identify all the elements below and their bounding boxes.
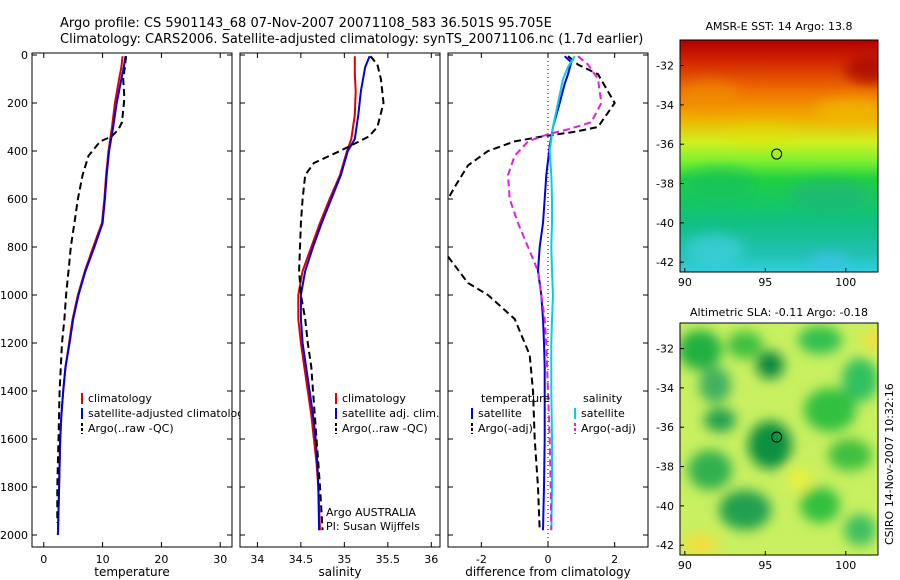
- series-line-temperature-argo-adj-deep: [447, 255, 541, 531]
- x-axis-label: salinity: [318, 565, 361, 579]
- sst-map-texture: [680, 56, 878, 268]
- map-y-tick-label: -34: [656, 382, 674, 395]
- x-tick-label: 10: [96, 553, 110, 566]
- legend-label: Argo(..raw -QC): [88, 422, 174, 435]
- annotation-text: PI: Susan Wijffels: [326, 520, 420, 533]
- map-y-tick-label: -34: [656, 99, 674, 112]
- map-x-tick-label: 90: [678, 276, 692, 289]
- sst-map-title: AMSR-E SST: 14 Argo: 13.8: [705, 20, 852, 33]
- x-axis-label: temperature: [94, 565, 169, 579]
- legend-label: Argo(-adj): [581, 422, 636, 435]
- x-axis-label: difference from climatology: [465, 565, 631, 579]
- legend-label: climatology: [342, 392, 406, 405]
- map-x-tick-label: 95: [758, 559, 772, 572]
- x-tick-label: 34: [250, 553, 264, 566]
- y-tick-label: 1000: [0, 289, 28, 302]
- series-line-salinity-satellite: [548, 55, 576, 531]
- y-tick-label: 2000: [0, 529, 28, 542]
- map-x-tick-label: 100: [835, 559, 856, 572]
- y-tick-label: 1800: [0, 481, 28, 494]
- map-y-tick-label: -36: [656, 138, 674, 151]
- legend-label: temperature: [481, 392, 550, 405]
- map-y-tick-label: -38: [656, 461, 674, 474]
- x-tick-label: 35: [337, 553, 351, 566]
- plot-area: [31, 52, 233, 548]
- sla-map-title: Altimetric SLA: -0.11 Argo: -0.18: [690, 306, 868, 319]
- series-line-salinity-argo-adj-: [506, 55, 603, 531]
- sla-map-panel: Altimetric SLA: -0.11 Argo: -0.18: [656, 306, 879, 572]
- map-y-tick-label: -32: [656, 60, 674, 73]
- series-line-argo-raw-qc-: [56, 56, 128, 523]
- x-tick-label: 0: [40, 553, 47, 566]
- x-tick-label: 2: [611, 553, 618, 566]
- x-tick-label: 36: [424, 553, 438, 566]
- x-tick-label: 30: [213, 553, 227, 566]
- legend-label: satellite-adjusted climatology: [88, 407, 251, 420]
- y-tick-label: 200: [7, 97, 28, 110]
- sst-map-image: [680, 40, 878, 272]
- sla-map-axes: 90 95 100 -32 -34 -36 -38 -40 -42: [656, 343, 856, 572]
- map-y-tick-label: -40: [656, 217, 674, 230]
- legend-label: satellite adj. clim.: [342, 407, 439, 420]
- y-tick-label: 400: [7, 145, 28, 158]
- y-tick-label: 1600: [0, 433, 28, 446]
- sla-argo-location-marker: [771, 431, 783, 443]
- y-tick-label: 600: [7, 193, 28, 206]
- title-line-1: Argo profile: CS 5901143_68 07-Nov-2007 …: [60, 16, 552, 31]
- map-y-tick-label: -32: [656, 343, 674, 356]
- salinity-panel: 34 34.5 35 35.5 36 salinity climatology satelli…: [239, 52, 441, 579]
- map-y-tick-label: -38: [656, 178, 674, 191]
- sst-argo-location-marker: [771, 148, 783, 160]
- y-tick-label: 800: [7, 241, 28, 254]
- sla-map-texture: [680, 326, 878, 555]
- y-tick-label: 1200: [0, 337, 28, 350]
- plot-area: [447, 52, 649, 548]
- map-x-tick-label: 100: [835, 276, 856, 289]
- x-tick-label: 35.5: [376, 553, 401, 566]
- sst-map-panel: AMSR-E SST: 14 Argo: 13.8 90 95 100 -32 -34 -…: [656, 20, 879, 289]
- plot-area: [239, 52, 441, 548]
- credit-text: CSIRO 14-Nov-2007 10:32:16: [883, 383, 896, 545]
- title-line-2: Climatology: CARS2006. Satellite-adjuste…: [60, 32, 643, 47]
- x-tick-label: 0: [545, 553, 552, 566]
- legend-label: climatology: [88, 392, 152, 405]
- series-line-climatology: [297, 56, 357, 531]
- legend-label: Argo(-adj): [478, 422, 533, 435]
- map-x-tick-label: 95: [758, 276, 772, 289]
- series-line-argo-raw-qc-: [298, 55, 385, 531]
- map-y-tick-label: -40: [656, 500, 674, 513]
- series-line-satellite-adjusted-climatology: [56, 56, 127, 536]
- annotation-text: Argo AUSTRALIA: [326, 506, 416, 519]
- x-tick-label: -2: [476, 553, 487, 566]
- temperature-panel: 0 10 20 30 0 200 400 600 800 1000 1200 1400 1600 1800…: [0, 49, 251, 579]
- y-tick-label: 1400: [0, 385, 28, 398]
- series-line-satellite-adj-clim-: [299, 55, 371, 531]
- legend-label: Argo(..raw -QC): [342, 422, 428, 435]
- map-x-tick-label: 90: [678, 559, 692, 572]
- sst-map-axes: 90 95 100 -32 -34 -36 -38 -40 -42: [656, 60, 856, 289]
- map-y-tick-label: -36: [656, 421, 674, 434]
- series-line-temperature-satellite: [536, 55, 573, 531]
- series-line-temperature-argo-adj-: [447, 55, 616, 200]
- legend-label: satellite: [478, 407, 522, 420]
- y-tick-label: 0: [21, 49, 28, 62]
- legend-label: salinity: [583, 392, 623, 405]
- x-tick-label: 34.5: [289, 553, 314, 566]
- x-tick-label: 20: [154, 553, 168, 566]
- map-y-tick-label: -42: [656, 256, 674, 269]
- map-y-tick-label: -42: [656, 539, 674, 552]
- legend-label: satellite: [581, 407, 625, 420]
